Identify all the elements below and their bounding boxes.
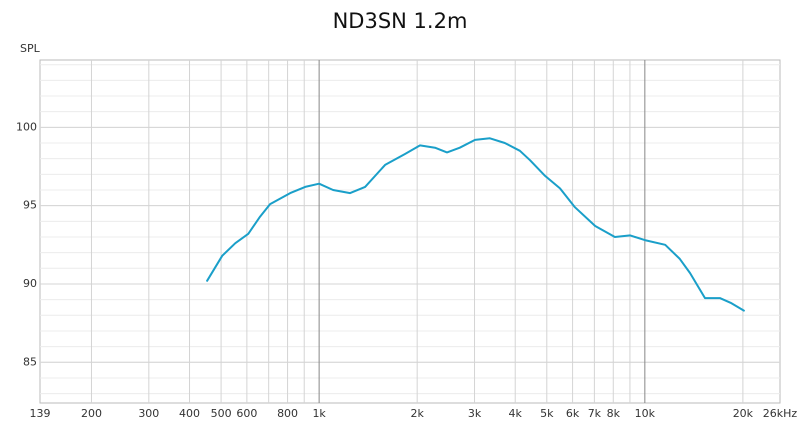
x-tick-label: 400 (179, 407, 200, 420)
x-tick-label: 8k (607, 407, 621, 420)
chart-title: ND3SN 1.2m (333, 9, 468, 33)
y-tick-label: 95 (23, 199, 37, 212)
line-series (206, 137, 745, 312)
x-tick-label: 4k (509, 407, 523, 420)
plot-area (39, 59, 781, 404)
x-tick-label: 300 (138, 407, 159, 420)
x-tick-label: 2k (410, 407, 424, 420)
x-tick-label: 500 (211, 407, 232, 420)
x-tick-label: 139 (30, 407, 51, 420)
x-tick-label: 3k (468, 407, 482, 420)
x-tick-label: 7k (588, 407, 602, 420)
x-tick-label: 10k (635, 407, 656, 420)
x-tick-label: 800 (277, 407, 298, 420)
x-tick-label: 26kHz (763, 407, 798, 420)
x-tick-label: 1k (312, 407, 326, 420)
x-tick-label: 6k (566, 407, 580, 420)
x-tick-label: 5k (540, 407, 554, 420)
x-tick-label: 600 (236, 407, 257, 420)
y-tick-label: 90 (23, 277, 37, 290)
x-tick-label: 20k (733, 407, 754, 420)
x-tick-label: 200 (81, 407, 102, 420)
y-tick-label: 100 (16, 120, 37, 133)
y-tick-label: 85 (23, 355, 37, 368)
y-axis-label: SPL (20, 42, 41, 55)
